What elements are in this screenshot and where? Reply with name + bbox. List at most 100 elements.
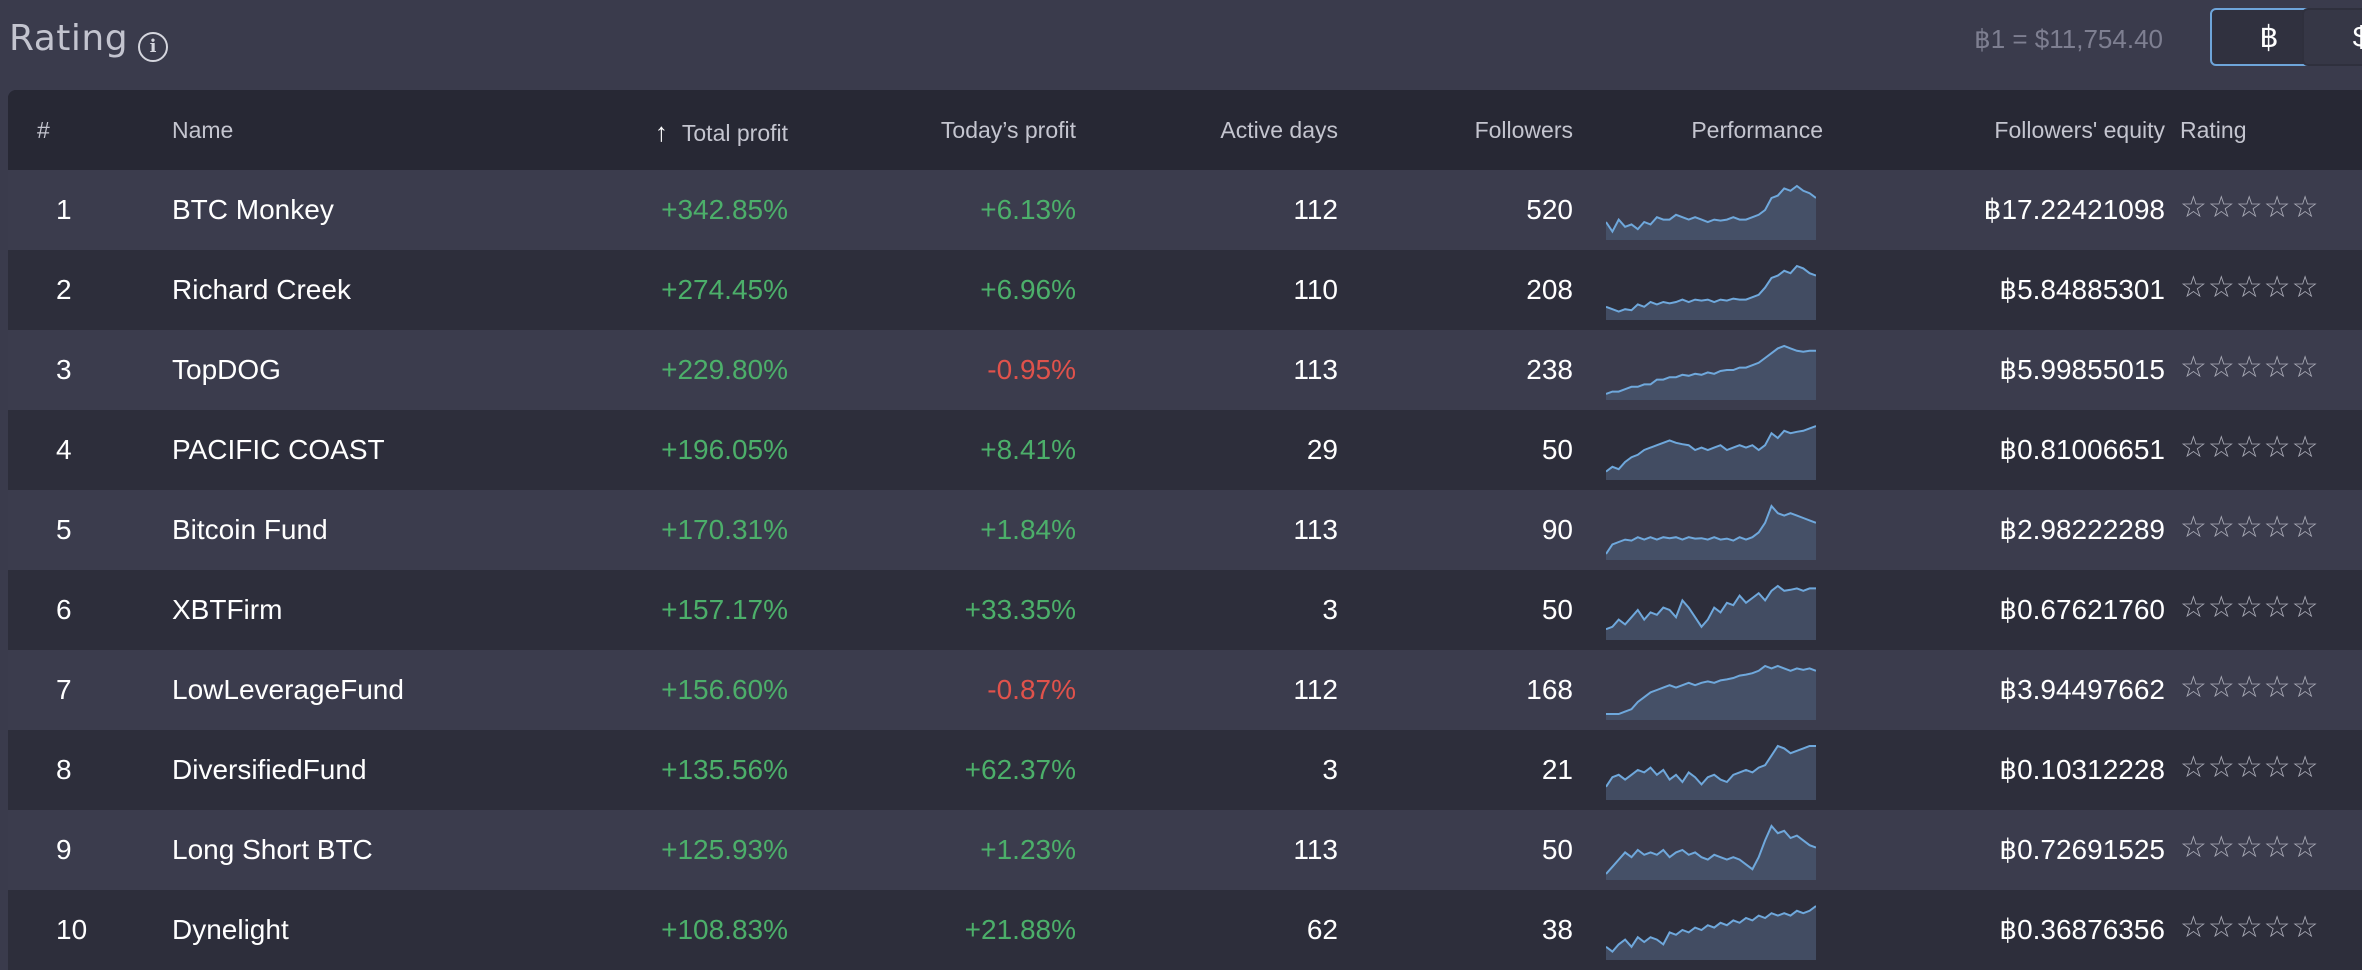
performance-sparkline: [1606, 584, 1816, 640]
table-row[interactable]: 1 BTC Monkey +342.85% +6.13% 112 520 ฿17.22421…: [8, 170, 2362, 250]
table-row[interactable]: 9 Long Short BTC +125.93% +1.23% 113 50 ฿0.726…: [8, 810, 2362, 890]
active-days-cell: 113: [1293, 354, 1338, 385]
star-rating[interactable]: ☆☆☆☆☆: [2180, 751, 2320, 784]
sparkline-area: [1606, 906, 1816, 960]
page-title: Rating: [9, 18, 129, 59]
page-header: Rating i ฿1 = $11,754.40 ฿ $: [0, 0, 2362, 90]
performance-sparkline: [1606, 184, 1816, 240]
followers-cell: 90: [1541, 514, 1573, 545]
total-profit-cell: +170.31%: [661, 514, 788, 545]
rank-cell: 5: [56, 514, 72, 545]
active-days-cell: 3: [1322, 594, 1338, 625]
followers-equity-cell: ฿0.67621760: [1999, 594, 2165, 625]
table-row[interactable]: 5 Bitcoin Fund +170.31% +1.84% 113 90 ฿2.98222…: [8, 490, 2362, 570]
sparkline-area: [1606, 506, 1816, 560]
trader-name-link[interactable]: DiversifiedFund: [172, 754, 367, 785]
performance-sparkline: [1606, 264, 1816, 320]
trader-name-link[interactable]: Dynelight: [172, 914, 289, 945]
followers-equity-cell: ฿17.22421098: [1983, 194, 2165, 225]
trader-name-link[interactable]: Richard Creek: [172, 274, 351, 305]
total-profit-cell: +229.80%: [661, 354, 788, 385]
sparkline-area: [1606, 186, 1816, 240]
sparkline-line: [1606, 584, 1816, 631]
trader-name-link[interactable]: Bitcoin Fund: [172, 514, 328, 545]
followers-equity-cell: ฿5.99855015: [1999, 354, 2165, 385]
table-row[interactable]: 8 DiversifiedFund +135.56% +62.37% 3 21 ฿0.103…: [8, 730, 2362, 810]
performance-sparkline: [1606, 344, 1816, 400]
star-rating[interactable]: ☆☆☆☆☆: [2180, 191, 2320, 224]
rank-cell: 7: [56, 674, 72, 705]
trader-name-link[interactable]: BTC Monkey: [172, 194, 334, 225]
table-row[interactable]: 7 LowLeverageFund +156.60% -0.87% 112 168 ฿3.9…: [8, 650, 2362, 730]
star-rating[interactable]: ☆☆☆☆☆: [2180, 351, 2320, 384]
active-days-cell: 110: [1293, 274, 1338, 305]
column-header-followers-equity[interactable]: Followers' equity: [1994, 117, 2165, 143]
table-row[interactable]: 4 PACIFIC COAST +196.05% +8.41% 29 50 ฿0.81006…: [8, 410, 2362, 490]
star-rating[interactable]: ☆☆☆☆☆: [2180, 671, 2320, 704]
star-rating[interactable]: ☆☆☆☆☆: [2180, 271, 2320, 304]
column-header-todays-profit[interactable]: Today’s profit: [940, 117, 1076, 143]
trader-name-link[interactable]: XBTFirm: [172, 594, 283, 625]
column-header-total-profit-label: Total profit: [681, 120, 788, 146]
star-rating[interactable]: ☆☆☆☆☆: [2180, 591, 2320, 624]
rank-cell: 8: [56, 754, 72, 785]
todays-profit-cell: -0.95%: [987, 354, 1076, 385]
active-days-cell: 113: [1293, 834, 1338, 865]
star-rating[interactable]: ☆☆☆☆☆: [2180, 511, 2320, 544]
trader-name-link[interactable]: TopDOG: [172, 354, 281, 385]
performance-sparkline: [1606, 664, 1816, 720]
total-profit-cell: +274.45%: [661, 274, 788, 305]
star-rating[interactable]: ☆☆☆☆☆: [2180, 431, 2320, 464]
todays-profit-cell: +8.41%: [980, 434, 1076, 465]
followers-equity-cell: ฿5.84885301: [1999, 274, 2165, 305]
followers-cell: 38: [1541, 914, 1573, 945]
todays-profit-cell: +62.37%: [964, 754, 1076, 785]
column-header-followers[interactable]: Followers: [1474, 117, 1573, 143]
followers-cell: 168: [1526, 674, 1573, 705]
followers-equity-cell: ฿0.72691525: [1999, 834, 2165, 865]
total-profit-cell: +108.83%: [661, 914, 788, 945]
arrow-up-icon: ↑: [654, 117, 668, 147]
performance-sparkline: [1606, 504, 1816, 560]
todays-profit-cell: +33.35%: [964, 594, 1076, 625]
followers-cell: 50: [1541, 594, 1573, 625]
table-row[interactable]: 3 TopDOG +229.80% -0.95% 113 238 ฿5.99855015 ☆☆…: [8, 330, 2362, 410]
trader-name-link[interactable]: Long Short BTC: [172, 834, 373, 865]
sparkline-area: [1606, 826, 1816, 880]
trader-name-link[interactable]: PACIFIC COAST: [172, 434, 385, 465]
active-days-cell: 62: [1306, 914, 1338, 945]
sparkline-line: [1606, 824, 1816, 875]
trader-name-link[interactable]: LowLeverageFund: [172, 674, 404, 705]
table-row[interactable]: 10 Dynelight +108.83% +21.88% 62 38 ฿0.3687635…: [8, 890, 2362, 970]
column-header-performance[interactable]: Performance: [1691, 117, 1823, 143]
sparkline-area: [1606, 266, 1816, 320]
todays-profit-cell: +1.84%: [980, 514, 1076, 545]
todays-profit-cell: +1.23%: [980, 834, 1076, 865]
table-row[interactable]: 2 Richard Creek +274.45% +6.96% 110 208 ฿5.848…: [8, 250, 2362, 330]
active-days-cell: 112: [1293, 194, 1338, 225]
followers-equity-cell: ฿2.98222289: [1999, 514, 2165, 545]
followers-equity-cell: ฿3.94497662: [1999, 674, 2165, 705]
followers-equity-cell: ฿0.10312228: [1999, 754, 2165, 785]
sparkline-line: [1606, 344, 1816, 395]
column-header-rank[interactable]: #: [37, 117, 50, 143]
todays-profit-cell: -0.87%: [987, 674, 1076, 705]
rank-cell: 9: [56, 834, 72, 865]
rank-cell: 2: [56, 274, 72, 305]
performance-sparkline: [1606, 905, 1816, 960]
currency-usd-button[interactable]: $: [2302, 8, 2362, 66]
info-icon[interactable]: i: [138, 32, 168, 62]
sparkline-line: [1606, 744, 1816, 788]
followers-equity-cell: ฿0.36876356: [1999, 914, 2165, 945]
star-rating[interactable]: ☆☆☆☆☆: [2180, 911, 2320, 944]
total-profit-cell: +157.17%: [661, 594, 788, 625]
active-days-cell: 3: [1322, 754, 1338, 785]
total-profit-cell: +196.05%: [661, 434, 788, 465]
star-rating[interactable]: ☆☆☆☆☆: [2180, 831, 2320, 864]
column-header-active-days[interactable]: Active days: [1220, 117, 1338, 143]
table-row[interactable]: 6 XBTFirm +157.17% +33.35% 3 50 ฿0.67621760 ☆☆☆…: [8, 570, 2362, 650]
sparkline-area: [1606, 746, 1816, 800]
column-header-rating[interactable]: Rating: [2180, 117, 2247, 143]
column-header-name[interactable]: Name: [172, 117, 234, 143]
column-header-total-profit[interactable]: ↑ Total profit: [655, 117, 788, 148]
